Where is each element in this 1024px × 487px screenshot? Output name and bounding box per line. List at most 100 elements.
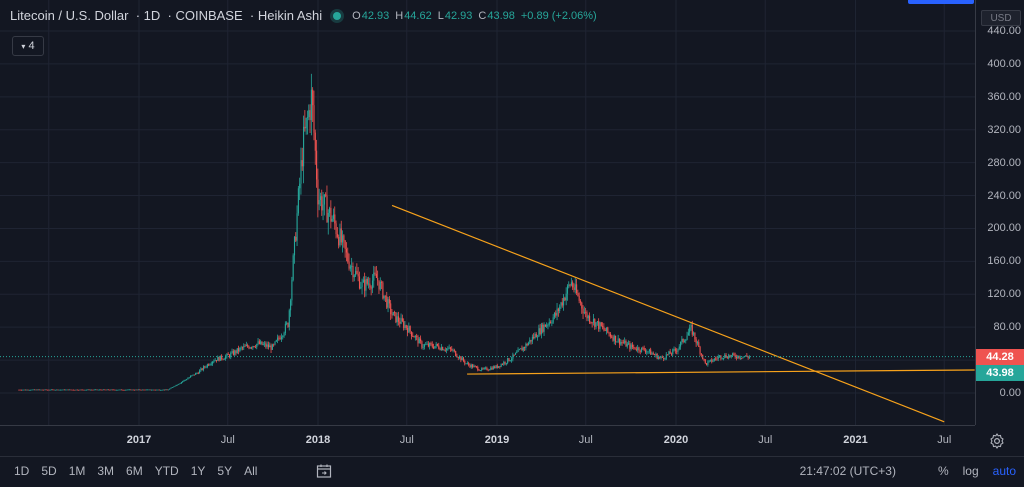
candle-body (280, 336, 283, 340)
candle-body (538, 328, 540, 337)
candle-body (462, 357, 465, 361)
candle-body (449, 347, 452, 349)
candle-body (148, 389, 150, 391)
calendar-goto-icon[interactable] (316, 463, 332, 479)
time-tick-label: 2017 (126, 434, 152, 446)
range-button-5d[interactable]: 5D (41, 464, 57, 478)
candle-body (234, 350, 236, 355)
candle-body (84, 389, 86, 391)
symbol-title[interactable]: Litecoin / U.S. Dollar · 1D · COINBASE ·… (10, 8, 323, 23)
candle-body (392, 312, 394, 316)
candle-body (62, 389, 64, 391)
candle-body (745, 355, 747, 357)
candle-body (373, 272, 375, 281)
range-button-1m[interactable]: 1M (68, 464, 86, 478)
candle-body (737, 355, 739, 359)
market-status-icon[interactable] (330, 9, 344, 23)
candle-body (726, 357, 728, 359)
indicator-toggle-button[interactable]: ▾ 4 (12, 36, 44, 56)
candle-body (715, 358, 717, 360)
candle-body (495, 365, 497, 369)
candle-body (231, 351, 233, 353)
candle-body (300, 160, 302, 184)
candle-body (59, 389, 62, 391)
range-button-ytd[interactable]: YTD (154, 464, 179, 478)
candle-body (685, 339, 687, 341)
candle-body (28, 389, 30, 391)
candle-body (31, 389, 33, 391)
candle-body (309, 110, 311, 121)
candle-body (104, 389, 106, 391)
candle-body (214, 359, 216, 362)
candle-body (322, 204, 324, 211)
candle-body (344, 240, 346, 250)
currency-badge[interactable]: USD (981, 10, 1021, 26)
gear-icon[interactable] (988, 432, 1006, 450)
candle-body (362, 279, 364, 283)
candle-body (139, 389, 141, 391)
range-button-all[interactable]: All (244, 464, 258, 478)
candle-body (434, 346, 436, 349)
candle-body (123, 389, 125, 391)
candle-body (305, 117, 307, 129)
candle-body (299, 183, 301, 189)
candle-body (559, 306, 561, 312)
candle-body (732, 353, 734, 356)
clock-display[interactable]: 21:47:02 (UTC+3) (799, 464, 896, 478)
candle-body (374, 272, 376, 274)
candle-body (522, 347, 524, 351)
candle-body (114, 389, 116, 391)
candle-body (102, 389, 104, 391)
candle-body (386, 296, 388, 308)
candle-body (121, 389, 123, 391)
candle-body (144, 389, 146, 391)
chart-plot[interactable] (0, 0, 975, 425)
candle-body (48, 389, 50, 391)
time-axis[interactable]: 2017 Jul 2018 Jul 2019 Jul 2020 Jul 2021 Jul (0, 425, 975, 457)
candle-body (156, 389, 158, 391)
candle-body (452, 350, 454, 351)
candle-body (412, 336, 414, 337)
price-tick-label: 0.00 (999, 387, 1021, 399)
log-scale-toggle[interactable]: log (962, 464, 979, 478)
range-button-1d[interactable]: 1D (14, 464, 30, 478)
range-button-6m[interactable]: 6M (126, 464, 143, 478)
candle-body (254, 346, 257, 348)
candle-body (682, 338, 684, 342)
price-tick-label: 280.00 (987, 156, 1021, 169)
range-button-3m[interactable]: 3M (97, 464, 115, 478)
candle-body (654, 354, 656, 356)
candle-body (225, 356, 227, 360)
chart-area[interactable] (0, 0, 975, 425)
candle-body (555, 312, 557, 316)
candle-body (596, 321, 598, 323)
candle-body (442, 347, 444, 351)
candle-body (646, 351, 648, 353)
candle-body (286, 322, 288, 324)
candle-body (171, 387, 173, 388)
candle-body (479, 370, 481, 372)
candle-body (576, 284, 578, 294)
candle-body (52, 389, 54, 391)
candle-body (66, 389, 68, 391)
percent-scale-toggle[interactable]: % (937, 464, 949, 478)
auto-scale-toggle[interactable]: auto (992, 464, 1016, 478)
range-button-5y[interactable]: 5Y (217, 464, 233, 478)
candle-body (712, 360, 714, 362)
close-value: 43.98 (487, 9, 515, 22)
time-tick-label: Jul (578, 434, 593, 446)
candle-body (265, 343, 267, 347)
price-tick-label: 240.00 (987, 189, 1021, 202)
price-axis[interactable]: USD 440.00 400.00 360.00 320.00 280.00 240.00… (975, 0, 1024, 425)
range-button-1y[interactable]: 1Y (190, 464, 206, 478)
candle-body (331, 218, 333, 222)
candle-body (433, 346, 435, 349)
candle-body (566, 285, 569, 294)
candle-body (91, 389, 93, 391)
candle-body (487, 369, 489, 371)
candle-body (61, 389, 63, 391)
candle-body (711, 359, 713, 362)
time-tick-label: Jul (399, 434, 414, 446)
price-tick-label: 400.00 (987, 57, 1021, 70)
candle-body (661, 356, 663, 358)
